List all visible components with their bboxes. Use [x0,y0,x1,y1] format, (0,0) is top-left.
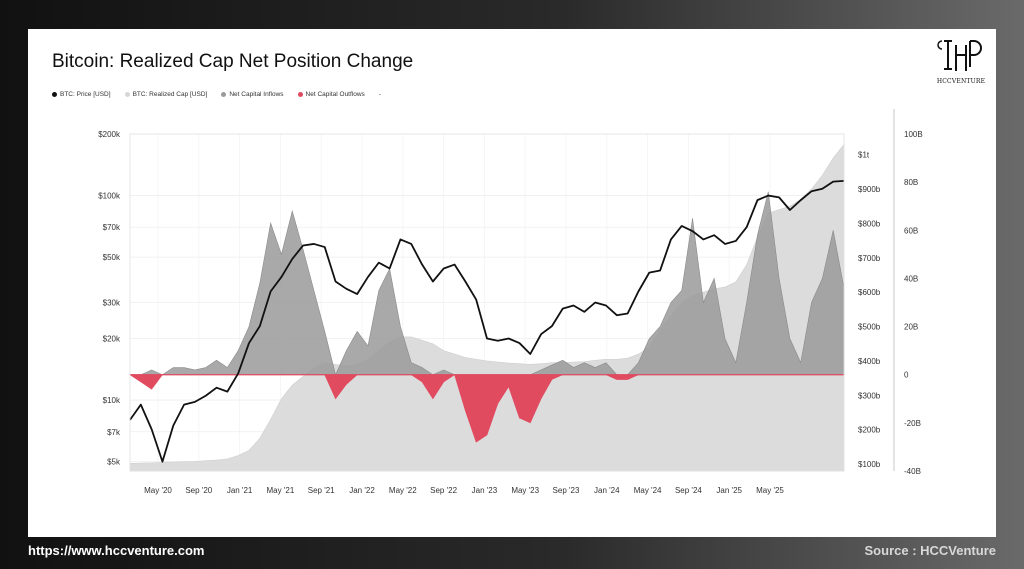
realized-cap-axis-tick: $800b [858,219,881,228]
x-axis-tick: Sep '23 [553,486,580,495]
net-change-axis-tick: 40B [904,274,918,283]
net-change-axis-tick: -40B [904,467,921,476]
x-axis-tick: Sep '24 [675,486,702,495]
x-axis-tick: May '22 [389,486,417,495]
legend-item-realized-cap[interactable]: BTC: Realized Cap [USD] [124,91,208,98]
net-change-axis-tick: 60B [904,226,918,235]
legend-item-extra: - [379,91,381,98]
legend-dot-inflows [221,92,227,97]
net-change-axis-tick: 100B [904,130,923,139]
x-axis-tick: May '24 [634,486,662,495]
legend-label-price: BTC: Price [USD] [60,91,111,98]
x-axis-tick: Sep '22 [430,486,457,495]
x-axis-tick: Jan '21 [227,486,253,495]
x-axis-tick: May '25 [756,486,784,495]
realized-cap-axis-tick: $400b [858,357,881,366]
x-axis-tick: May '20 [144,486,172,495]
realized-cap-axis-tick: $500b [858,323,881,332]
realized-cap-axis-tick: $200b [858,426,881,435]
btc-price-line [129,179,845,463]
price-axis-tick: $50k [103,253,121,262]
hccventure-logo: HCCVENTURE [934,37,988,85]
realized-cap-area [129,143,845,472]
price-axis-tick: $10k [103,396,121,405]
x-axis-tick: Sep '21 [308,486,335,495]
price-axis-tick: $100k [98,192,121,201]
legend-item-price[interactable]: BTC: Price [USD] [52,91,111,98]
x-axis-tick: May '23 [511,486,539,495]
legend-label-extra: - [378,91,381,98]
chart-title: Bitcoin: Realized Cap Net Position Chang… [52,51,414,72]
legend-label-inflows: Net Capital Inflows [229,91,284,98]
realized-cap-axis-tick: $300b [858,391,881,400]
price-axis-tick: $200k [98,130,121,139]
price-axis-tick: $30k [103,299,121,308]
realized-cap-axis-tick: $600b [858,288,881,297]
x-axis-tick: Jan '24 [594,486,620,495]
legend-label-outflows: Net Capital Outflows [305,91,365,98]
legend-dot-outflows [297,92,303,97]
legend-dot-realized-cap [124,92,130,97]
legend-label-realized-cap: BTC: Realized Cap [USD] [132,91,208,98]
chart-legend: BTC: Price [USD] BTC: Realized Cap [USD]… [52,91,381,98]
realized-cap-axis-tick: $900b [858,185,881,194]
legend-item-outflows[interactable]: Net Capital Outflows [297,91,365,98]
plot-frame [129,133,845,472]
footer-website[interactable]: https://www.hccventure.com [28,543,205,558]
net-change-axis-tick: 0 [904,371,909,380]
footer-source: Source : HCCVenture [864,543,996,558]
net-change-axis-tick: -20B [904,419,921,428]
price-axis-tick: $70k [103,223,121,232]
x-axis-tick: Jan '25 [716,486,742,495]
realized-cap-axis-tick: $100b [858,460,881,469]
x-axis-tick: Jan '22 [349,486,375,495]
x-axis-tick: May '21 [267,486,295,495]
legend-item-inflows[interactable]: Net Capital Inflows [221,91,284,98]
x-axis-tick: Sep '20 [185,486,212,495]
logo-text: HCCVENTURE [936,78,986,85]
chart-card: Bitcoin: Realized Cap Net Position Chang… [28,29,996,537]
price-axis-tick: $20k [103,335,121,344]
price-axis-tick: $7k [107,428,121,437]
logo-mark-icon [937,40,982,71]
net-change-axis-tick: 20B [904,323,918,332]
realized-cap-axis-tick: $700b [858,254,881,263]
x-axis-tick: Jan '23 [472,486,498,495]
realized-cap-axis-tick: $1t [858,151,870,160]
chart-plot: $5k $7k $10k $20k $30k $50k $70k $100k $200k $100… [98,109,923,495]
legend-dot-price [52,92,57,97]
net-change-axis-tick: 80B [904,178,918,187]
price-axis-tick: $5k [107,458,121,467]
